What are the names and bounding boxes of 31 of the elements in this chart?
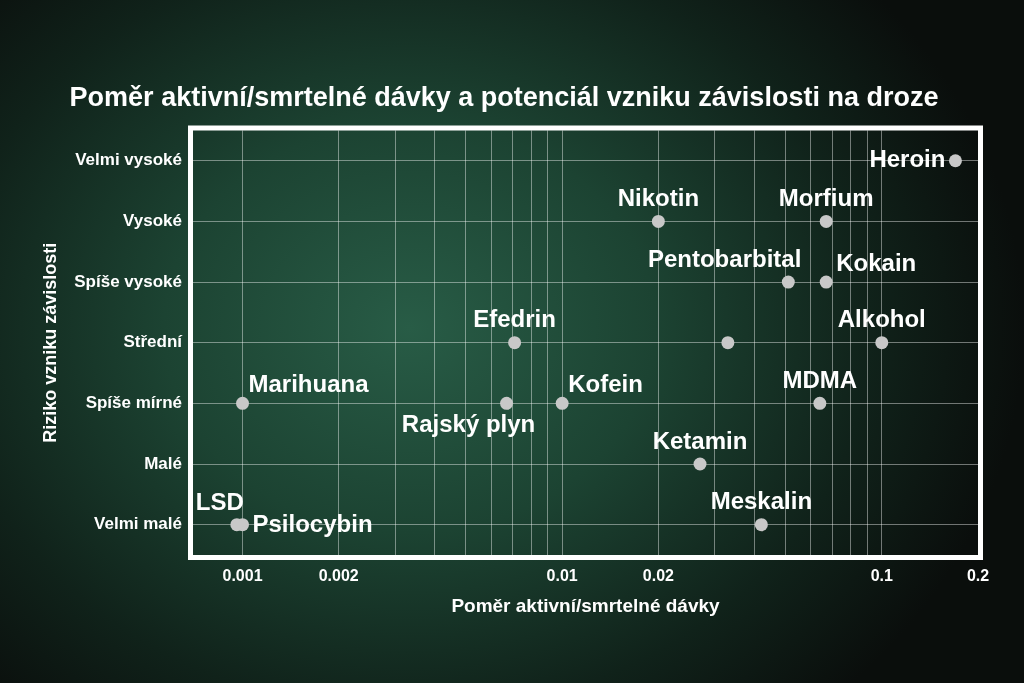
series-label: Kofein — [568, 369, 643, 397]
y-tick-label: Spíše vysoké — [74, 271, 182, 291]
series-label: Pentobarbital — [647, 244, 802, 272]
x-tick-label: 0.001 — [222, 567, 263, 585]
x-tick-label: 0.02 — [642, 567, 675, 585]
series-label: Meskalin — [710, 487, 813, 515]
x-axis-title: Poměr aktivní/smrtelné dávky — [451, 594, 721, 616]
series-label: Psilocybin — [252, 510, 373, 538]
series-label: Nikotin — [617, 184, 700, 212]
y-tick-label: Velmi malé — [94, 514, 182, 534]
y-tick-label: Vysoké — [123, 211, 182, 231]
y-axis-title: Riziko vzniku závislosti — [39, 242, 60, 443]
series-label: Morfium — [778, 184, 874, 212]
x-tick-label: 0.01 — [546, 567, 578, 585]
series-label: LSD — [195, 488, 244, 516]
series-label: Alkohol — [837, 305, 926, 333]
series-label: Efedrin — [473, 305, 556, 333]
y-tick-label: Velmi vysoké — [75, 150, 182, 170]
x-tick-label: 0.1 — [870, 567, 893, 585]
chart-title: Poměr aktivní/smrtelné dávky a potenciál vzniku závislosti na droze — [69, 81, 939, 112]
series-label: MDMA — [782, 365, 858, 393]
x-tick-label: 0.2 — [966, 567, 990, 585]
y-tick-label: Střední — [123, 332, 184, 352]
series-label: Ketamin — [652, 426, 748, 454]
series-label: Marihuana — [248, 369, 370, 397]
y-tick-label: Spíše mírné — [85, 393, 182, 413]
series-label: Kokain — [836, 248, 917, 276]
series-label: Rajský plyn — [401, 409, 536, 437]
x-tick-label: 0.002 — [318, 567, 359, 585]
y-tick-label: Malé — [144, 453, 182, 473]
series-label: Heroin — [869, 145, 946, 173]
